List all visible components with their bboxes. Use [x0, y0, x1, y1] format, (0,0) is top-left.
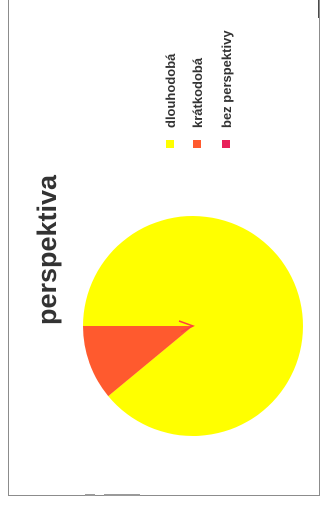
chart-frame [8, 0, 320, 496]
scan-mark [104, 494, 140, 496]
legend-label-dlouhodobá: dlouhodobá [163, 53, 178, 128]
pie-slices [83, 215, 303, 437]
chart-title: perspektiva [32, 174, 62, 325]
pie-center-mark [178, 320, 195, 333]
legend-label-krátkodobá: krátkodobá [190, 57, 205, 128]
chart-title-group: perspektiva [32, 174, 62, 325]
pie-slice-krátkodobá [83, 326, 193, 397]
scan-mark [85, 494, 95, 496]
legend-swatch-bez-perspektivy [222, 140, 230, 148]
legend-label-bez-perspektivy: bez perspektivy [219, 30, 234, 128]
page-edge-line [318, 0, 319, 18]
chart-legend: dlouhodobá krátkodobá bez perspektivy [163, 30, 234, 148]
legend-swatch-krátkodobá [193, 140, 201, 148]
legend-swatch-dlouhodobá [166, 140, 174, 148]
